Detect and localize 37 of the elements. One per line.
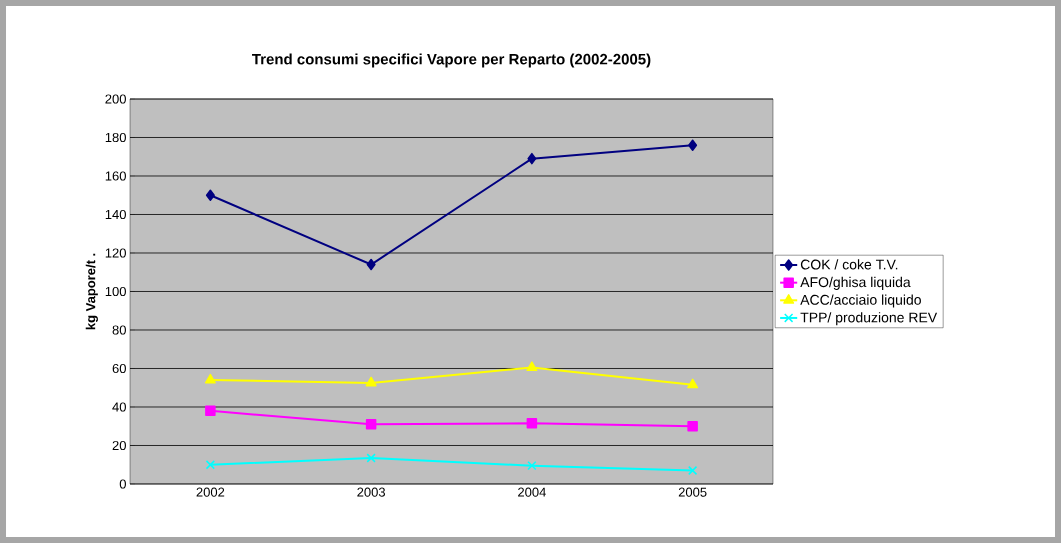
y-tick-label: 160: [105, 171, 126, 181]
point: [365, 419, 377, 430]
y-tick-label: 60: [112, 363, 126, 374]
legend-label: TPP/ produzione REV: [800, 312, 938, 326]
y-axis-title: kg Vapore/t .: [85, 253, 98, 330]
chart-title: Trend consumi specifici Vapore per Reparto (2002-2005): [252, 53, 651, 68]
point: [526, 361, 538, 372]
y-tick-label: 180: [105, 132, 126, 143]
point: [204, 373, 216, 384]
point: [687, 378, 699, 389]
point: [687, 420, 698, 432]
x-tick-label: 2005: [678, 487, 707, 497]
point: [205, 189, 215, 201]
point: [687, 465, 698, 476]
point: [526, 418, 538, 429]
y-tick-label: 100: [105, 286, 126, 297]
y-tick-label: 200: [105, 94, 126, 104]
y-tick-label: 120: [105, 248, 126, 258]
y-tick-label: 20: [112, 440, 126, 451]
y-tick-label: 0: [119, 479, 126, 489]
point: [205, 460, 216, 470]
legend-label: AFO/ghisa liquida: [800, 276, 911, 290]
point: [365, 376, 377, 387]
y-tick-label: 40: [112, 402, 126, 412]
x-tick-label: 2004: [518, 487, 546, 497]
point: [205, 405, 216, 417]
point: [527, 461, 537, 471]
x-tick-label: 2002: [196, 487, 225, 497]
point: [366, 453, 376, 463]
point: [366, 258, 376, 271]
legend-label: COK / coke T.V.: [800, 259, 898, 270]
point: [527, 152, 537, 165]
legend-label: ACC/acciaio liquido: [800, 294, 921, 308]
y-tick-label: 140: [105, 209, 126, 220]
point: [688, 139, 698, 151]
y-tick-label: 80: [112, 325, 126, 335]
x-tick-label: 2003: [357, 487, 386, 497]
